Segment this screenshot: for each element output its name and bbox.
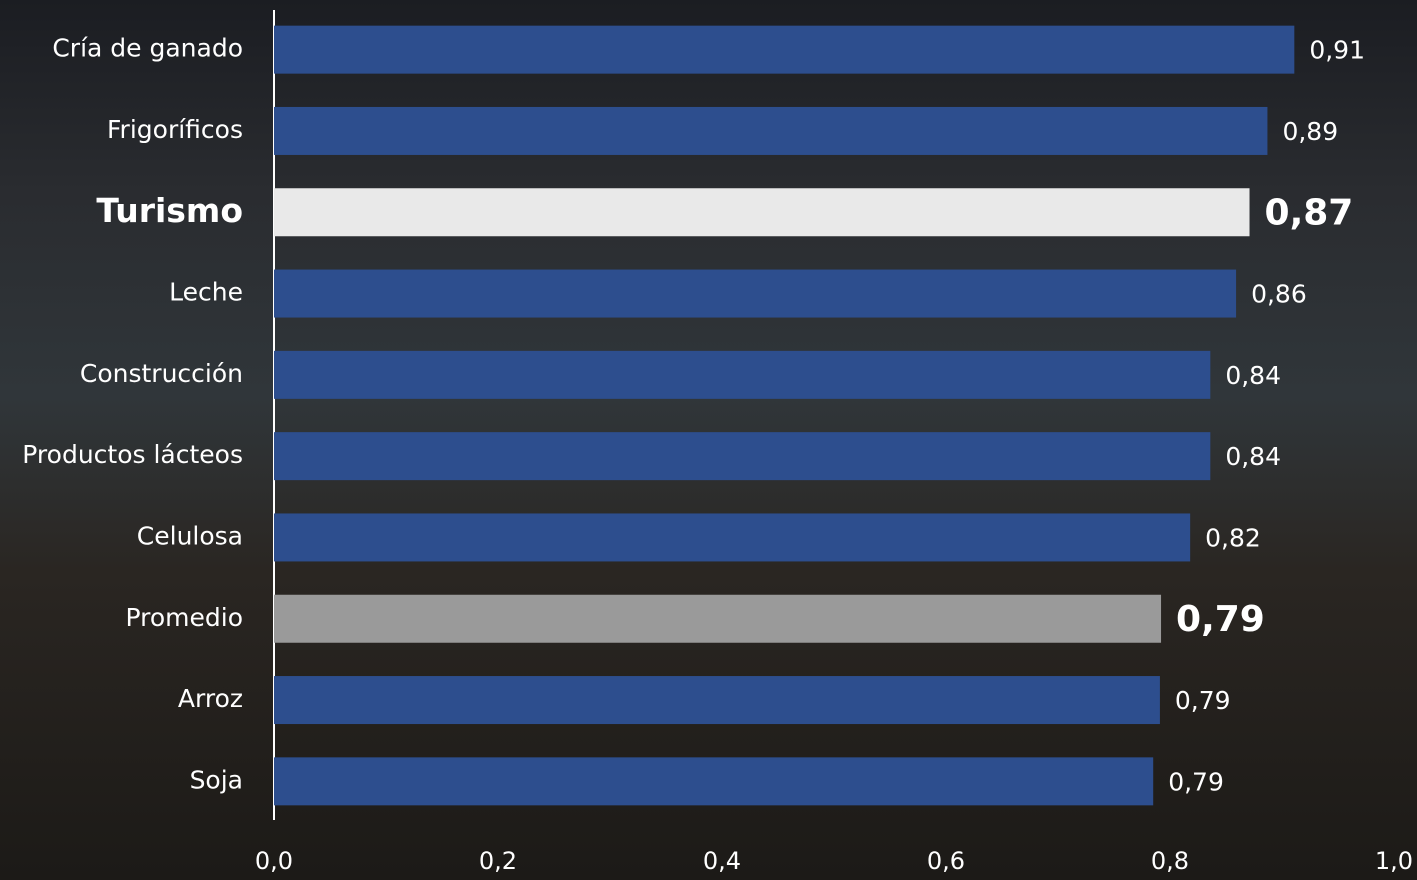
bar (274, 676, 1160, 725)
category-label: Cría de ganado (52, 34, 243, 63)
x-tick-label: 0,8 (1151, 847, 1189, 875)
value-label: 0,82 (1205, 523, 1261, 552)
bar (274, 432, 1211, 481)
bar (274, 350, 1211, 399)
bar (274, 25, 1295, 74)
value-label: 0,79 (1168, 767, 1224, 796)
category-label: Frigoríficos (107, 115, 243, 144)
bar (274, 594, 1162, 643)
x-tick-label: 0,4 (703, 847, 741, 875)
value-label: 0,91 (1309, 36, 1365, 65)
category-label: Construcción (80, 359, 243, 388)
bar (274, 106, 1268, 155)
x-tick-label: 0,6 (927, 847, 965, 875)
value-label: 0,89 (1282, 117, 1338, 146)
x-tick-label: 1,0 (1375, 847, 1413, 875)
value-label: 0,86 (1251, 280, 1307, 309)
category-label: Promedio (125, 603, 243, 632)
category-label: Soja (190, 765, 243, 794)
category-label: Arroz (178, 684, 243, 713)
bar (274, 757, 1154, 806)
value-label: 0,79 (1175, 686, 1231, 715)
category-label: Leche (169, 278, 243, 307)
value-label: 0,87 (1265, 192, 1354, 233)
category-label: Celulosa (137, 521, 243, 550)
category-label: Turismo (96, 191, 243, 230)
value-label: 0,84 (1225, 442, 1281, 471)
bar (274, 269, 1237, 318)
category-label: Productos lácteos (22, 440, 243, 469)
value-label: 0,79 (1176, 599, 1265, 640)
value-label: 0,84 (1225, 361, 1281, 390)
x-tick-label: 0,0 (255, 847, 293, 875)
bar (274, 513, 1191, 562)
x-tick-label: 0,2 (479, 847, 517, 875)
bar (274, 188, 1250, 237)
